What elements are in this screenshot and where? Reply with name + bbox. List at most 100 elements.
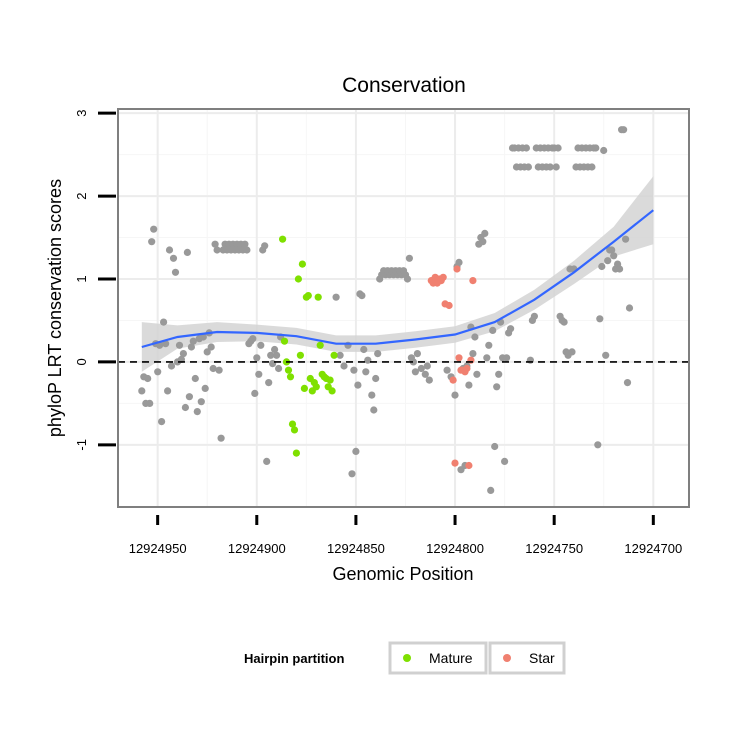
point-other <box>179 350 187 358</box>
x-tick-label: 12924750 <box>525 541 583 556</box>
point-other <box>265 379 273 387</box>
panel-border <box>117 108 690 508</box>
point-other <box>197 398 205 406</box>
point-other <box>171 268 180 276</box>
point-other <box>487 486 495 494</box>
point-other <box>148 238 156 246</box>
point-other <box>479 238 487 246</box>
point-mature <box>312 383 320 391</box>
point-star <box>455 354 463 362</box>
point-other <box>485 341 493 349</box>
plot-panel <box>117 108 690 508</box>
point-other <box>275 364 283 373</box>
point-other <box>620 126 628 134</box>
point-other <box>495 370 503 378</box>
point-other <box>213 246 221 254</box>
point-other <box>471 333 479 341</box>
point-other <box>489 326 497 334</box>
point-other <box>183 248 191 256</box>
x-tick-label: 12924850 <box>327 541 385 556</box>
point-mature <box>290 426 299 434</box>
point-other <box>138 387 146 395</box>
point-other <box>189 337 197 345</box>
point-star <box>451 459 459 467</box>
point-other <box>257 341 265 349</box>
point-other <box>411 368 419 376</box>
y-axis-label: phyloP LRT conservation scores <box>45 179 65 437</box>
y-tick-label: 0 <box>74 358 89 365</box>
point-other <box>348 470 356 478</box>
point-other <box>592 144 600 152</box>
point-mature <box>292 449 300 457</box>
point-star <box>469 277 477 285</box>
x-tick-label: 12924950 <box>129 541 187 556</box>
point-other <box>267 351 275 359</box>
point-other <box>473 370 481 378</box>
legend-title: Hairpin partition <box>244 651 344 666</box>
point-mature <box>328 387 336 395</box>
point-other <box>608 246 616 254</box>
chart-title: Conservation <box>342 74 466 97</box>
point-other <box>217 434 225 442</box>
point-other <box>150 225 158 233</box>
point-other <box>203 348 211 356</box>
y-tick-label: 3 <box>74 109 89 116</box>
point-other <box>370 406 378 414</box>
point-other <box>425 376 433 384</box>
point-other <box>193 408 201 416</box>
point-other <box>158 418 166 426</box>
point-other <box>530 312 539 320</box>
y-axis: -1 0 1 2 3 <box>74 109 116 451</box>
y-tick-label: 2 <box>74 192 89 199</box>
point-other <box>524 163 533 171</box>
point-other <box>253 354 261 362</box>
point-other <box>622 235 630 243</box>
point-star <box>453 265 461 273</box>
point-other <box>251 389 259 397</box>
point-other <box>352 447 360 455</box>
point-other <box>273 351 281 359</box>
point-mature <box>304 292 312 300</box>
point-mature <box>288 420 297 428</box>
point-other <box>336 351 344 359</box>
point-other <box>263 457 271 465</box>
point-other <box>201 384 209 392</box>
point-other <box>181 403 189 412</box>
point-mature <box>279 235 287 243</box>
point-other <box>241 240 249 248</box>
point-other <box>362 368 370 376</box>
point-other <box>146 399 154 407</box>
point-other <box>211 240 219 248</box>
point-other <box>372 374 380 383</box>
point-other <box>255 370 263 378</box>
grid-lines <box>118 109 689 507</box>
point-other <box>358 292 366 300</box>
point-other <box>552 163 560 171</box>
point-other <box>560 318 568 326</box>
legend-key-star-dot <box>503 654 511 662</box>
point-other <box>623 379 632 387</box>
point-other <box>423 362 431 370</box>
point-other <box>491 442 499 451</box>
y-tick-label: 1 <box>74 275 89 282</box>
x-axis: 12924950 12924900 12924850 12924800 12924750… <box>129 515 682 556</box>
point-star <box>463 364 471 373</box>
point-other <box>271 345 279 354</box>
point-other <box>417 364 425 373</box>
point-other <box>243 246 251 254</box>
point-other <box>403 275 412 283</box>
point-star <box>439 273 447 281</box>
point-other <box>249 335 257 343</box>
legend-label-star: Star <box>529 650 555 666</box>
point-other <box>501 457 509 465</box>
point-other <box>354 381 362 389</box>
point-other <box>503 354 511 362</box>
point-other <box>588 163 596 171</box>
x-tick-label: 12924700 <box>624 541 682 556</box>
point-other <box>374 350 382 358</box>
point-mature <box>314 293 322 301</box>
point-other <box>481 229 489 237</box>
point-other <box>332 293 340 301</box>
point-star <box>449 376 457 384</box>
